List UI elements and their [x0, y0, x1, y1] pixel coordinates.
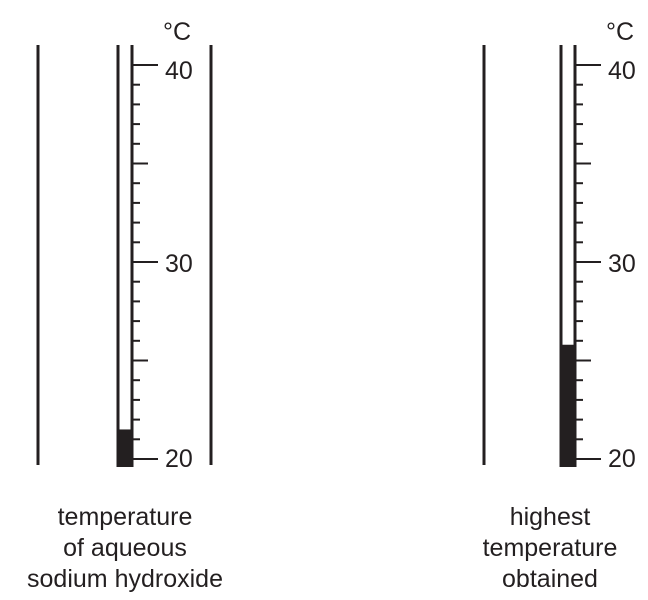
- right-caption-line-1: highest: [509, 503, 591, 531]
- left-liquid-column: [118, 429, 132, 467]
- thermometer-left: °C 40 30 20: [36, 18, 213, 473]
- left-caption-line-3: sodium hydroxide: [27, 565, 223, 593]
- left-tick-label-30: 30: [165, 250, 193, 278]
- thermometer-right: °C 40 30 20: [482, 18, 636, 473]
- right-tick-label-30: 30: [608, 250, 636, 278]
- right-caption-line-2: temperature: [482, 534, 618, 562]
- right-caption: highest temperature obtained: [455, 502, 645, 595]
- right-tick-label-40: 40: [608, 57, 636, 85]
- right-liquid-column: [561, 344, 575, 467]
- left-caption-line-1: temperature: [57, 503, 193, 531]
- right-tick-label-20: 20: [608, 445, 636, 473]
- left-scale-ticks: [132, 64, 158, 460]
- right-caption-line-3: obtained: [502, 565, 598, 593]
- left-tick-label-40: 40: [165, 57, 193, 85]
- left-unit-label: °C: [163, 18, 191, 46]
- left-caption: temperature of aqueous sodium hydroxide: [5, 502, 245, 595]
- left-caption-line-2: of aqueous: [63, 534, 187, 562]
- right-scale-ticks: [575, 64, 601, 460]
- left-tick-label-20: 20: [165, 445, 193, 473]
- right-unit-label: °C: [606, 18, 634, 46]
